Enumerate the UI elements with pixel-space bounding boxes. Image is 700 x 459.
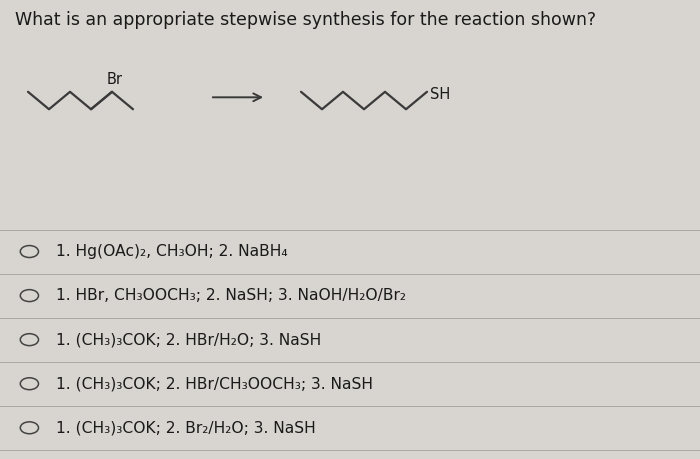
Text: 1. (CH₃)₃COK; 2. HBr/CH₃OOCH₃; 3. NaSH: 1. (CH₃)₃COK; 2. HBr/CH₃OOCH₃; 3. NaSH	[56, 376, 373, 391]
Text: What is an appropriate stepwise synthesis for the reaction shown?: What is an appropriate stepwise synthesi…	[15, 11, 596, 29]
Text: 1. (CH₃)₃COK; 2. HBr/H₂O; 3. NaSH: 1. (CH₃)₃COK; 2. HBr/H₂O; 3. NaSH	[56, 332, 321, 347]
Text: 1. (CH₃)₃COK; 2. Br₂/H₂O; 3. NaSH: 1. (CH₃)₃COK; 2. Br₂/H₂O; 3. NaSH	[56, 420, 316, 435]
Text: 1. HBr, CH₃OOCH₃; 2. NaSH; 3. NaOH/H₂O/Br₂: 1. HBr, CH₃OOCH₃; 2. NaSH; 3. NaOH/H₂O/B…	[56, 288, 406, 303]
Text: Br: Br	[106, 72, 122, 87]
Text: 1. Hg(OAc)₂, CH₃OH; 2. NaBH₄: 1. Hg(OAc)₂, CH₃OH; 2. NaBH₄	[56, 244, 288, 259]
Text: SH: SH	[430, 87, 450, 101]
